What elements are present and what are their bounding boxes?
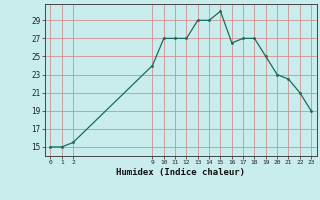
X-axis label: Humidex (Indice chaleur): Humidex (Indice chaleur) [116,168,245,177]
